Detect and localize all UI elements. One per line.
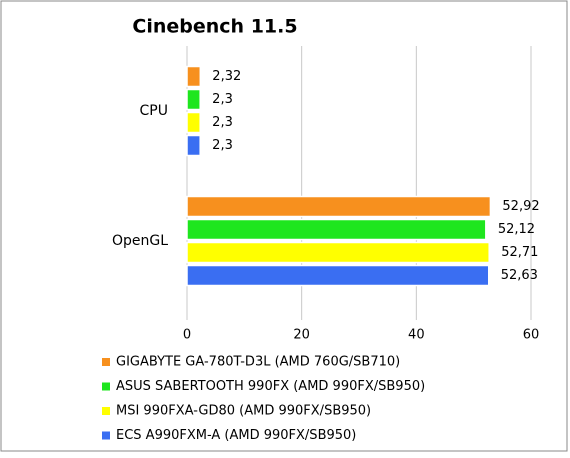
value-label: 52,92 bbox=[502, 199, 539, 214]
legend-label: ASUS SABERTOOTH 990FX (AMD 990FX/SB950) bbox=[116, 379, 425, 394]
legend-label: MSI 990FXA-GD80 (AMD 990FX/SB950) bbox=[116, 404, 371, 419]
bar bbox=[186, 134, 201, 157]
x-tick-label: 40 bbox=[408, 328, 425, 343]
bar bbox=[186, 111, 201, 134]
value-label: 2,32 bbox=[212, 69, 241, 84]
legend-swatch bbox=[102, 358, 110, 366]
x-tick-label: 60 bbox=[523, 328, 540, 343]
legend-label: GIGABYTE GA-780T-D3L (AMD 760G/SB710) bbox=[116, 355, 400, 370]
y-tick-label: OpenGL bbox=[112, 233, 168, 249]
legend-swatch bbox=[102, 382, 110, 391]
bar bbox=[186, 264, 490, 287]
value-label: 52,63 bbox=[501, 268, 538, 283]
bar bbox=[186, 241, 490, 264]
x-tick-label: 20 bbox=[293, 328, 310, 343]
bar bbox=[186, 195, 492, 218]
bar bbox=[186, 218, 487, 241]
value-label: 2,3 bbox=[212, 138, 233, 153]
chart-title: Cinebench 11.5 bbox=[132, 16, 297, 38]
value-label: 2,3 bbox=[212, 92, 233, 107]
value-label: 52,71 bbox=[501, 245, 538, 260]
y-tick-label: CPU bbox=[140, 103, 168, 119]
value-label: 2,3 bbox=[212, 115, 233, 130]
x-tick-label: 0 bbox=[183, 328, 191, 343]
bar bbox=[186, 65, 202, 88]
legend-label: ECS A990FXM-A (AMD 990FX/SB950) bbox=[116, 428, 356, 443]
legend-swatch bbox=[102, 431, 110, 440]
value-label: 52,12 bbox=[498, 222, 535, 237]
legend-swatch bbox=[102, 407, 110, 415]
bar bbox=[186, 88, 201, 111]
